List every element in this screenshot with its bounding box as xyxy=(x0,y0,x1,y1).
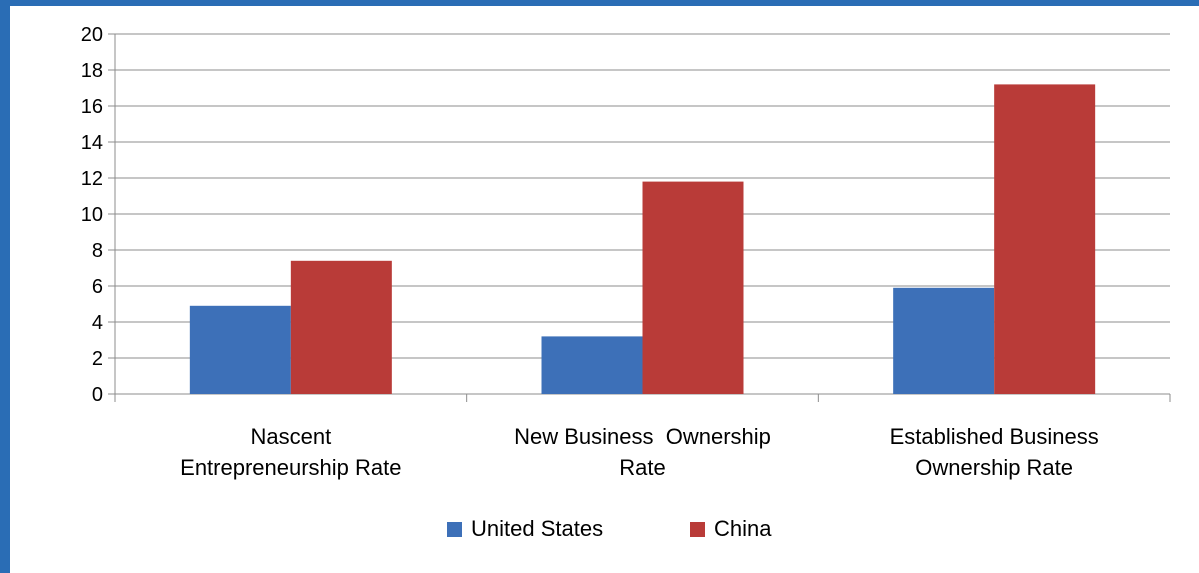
legend-label: China xyxy=(714,516,772,541)
y-tick-label: 14 xyxy=(81,132,103,154)
x-category-label: Ownership Rate xyxy=(915,455,1073,480)
x-category-label: Entrepreneurship Rate xyxy=(180,455,401,480)
bar-united-states-1 xyxy=(541,336,643,394)
y-tick-label: 18 xyxy=(81,60,103,82)
bar-united-states-2 xyxy=(893,287,995,394)
y-tick-label: 2 xyxy=(92,348,103,370)
legend-swatch-0 xyxy=(447,522,462,537)
y-tick-label: 6 xyxy=(92,276,103,298)
y-tick-label: 0 xyxy=(92,384,103,406)
y-tick-label: 8 xyxy=(92,240,103,262)
y-tick-label: 12 xyxy=(81,168,103,190)
bar-united-states-0 xyxy=(189,305,291,394)
legend-swatch-1 xyxy=(690,522,705,537)
bar-china-0 xyxy=(290,260,392,394)
bar-china-1 xyxy=(642,181,744,394)
y-tick-label: 10 xyxy=(81,204,103,226)
x-category-label: Rate xyxy=(619,455,665,480)
legend-label: United States xyxy=(471,516,603,541)
y-tick-label: 16 xyxy=(81,96,103,118)
x-category-label: Established Business xyxy=(890,424,1099,449)
bar-china-2 xyxy=(994,84,1096,395)
x-category-label: Nascent xyxy=(250,424,331,449)
y-tick-label: 4 xyxy=(92,312,103,334)
x-category-label: New Business Ownership xyxy=(514,424,771,449)
chart-frame: 0 2 4 6 8 10 12 14 16 18 20 Nascent Entrepreneurship… xyxy=(10,6,1199,573)
bar-chart: 0 2 4 6 8 10 12 14 16 18 20 Nascent Entrepreneurship… xyxy=(81,24,1171,541)
y-tick-label: 20 xyxy=(81,24,103,46)
